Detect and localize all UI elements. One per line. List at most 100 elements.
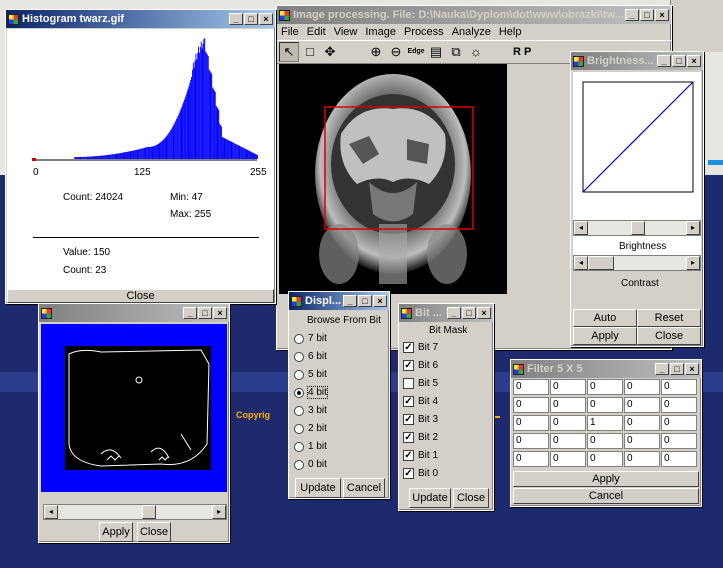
minimize-button[interactable]: _ bbox=[625, 9, 639, 21]
filter-cell[interactable]: 1 bbox=[587, 415, 623, 431]
menu-help[interactable]: Help bbox=[498, 26, 522, 38]
checkbox-bit-5[interactable]: Bit 5 bbox=[403, 378, 438, 389]
radio-5-bit[interactable]: 5 bit bbox=[294, 369, 327, 380]
filter-cell[interactable]: 0 bbox=[550, 415, 586, 431]
radio-0-bit[interactable]: 0 bit bbox=[294, 459, 327, 470]
maximize-button[interactable]: □ bbox=[358, 295, 372, 307]
main-titlebar[interactable]: Image processing. File: D:\Nauka\Dyplom\… bbox=[277, 6, 671, 24]
apply-button[interactable]: Apply bbox=[573, 327, 637, 345]
minimize-button[interactable]: _ bbox=[229, 13, 243, 25]
slider-left-arrow[interactable]: ◂ bbox=[574, 221, 588, 235]
move-icon[interactable]: ✥ bbox=[324, 44, 336, 59]
menu-analyze[interactable]: Analyze bbox=[451, 26, 491, 38]
filter-cell[interactable]: 0 bbox=[550, 397, 586, 413]
radio-button[interactable] bbox=[294, 351, 304, 362]
filter-cell[interactable]: 0 bbox=[587, 451, 623, 467]
filter-cell[interactable]: 0 bbox=[624, 397, 660, 413]
scroll-right-arrow[interactable]: ▸ bbox=[212, 505, 226, 519]
scroll-left-arrow[interactable]: ◂ bbox=[44, 505, 58, 519]
close-button[interactable]: × bbox=[477, 307, 491, 319]
checkbox-bit-1[interactable]: ✓ Bit 1 bbox=[403, 450, 439, 461]
filter-cell[interactable]: 0 bbox=[513, 451, 549, 467]
display-bits-titlebar[interactable]: Displ... _ □ × bbox=[289, 292, 389, 310]
close-button[interactable]: × bbox=[213, 307, 227, 319]
filter-cell[interactable]: 0 bbox=[587, 379, 623, 395]
contrast-slider[interactable]: ◂ ▸ bbox=[573, 255, 701, 271]
bit-mask-titlebar[interactable]: Bit ... _ □ × bbox=[399, 304, 493, 322]
minimize-button[interactable]: _ bbox=[183, 307, 197, 319]
filter-cell[interactable]: 0 bbox=[661, 397, 697, 413]
filter-cell[interactable]: 0 bbox=[661, 415, 697, 431]
radio-button-selected[interactable] bbox=[294, 387, 304, 398]
scroll-thumb[interactable] bbox=[142, 505, 156, 519]
menu-edit[interactable]: Edit bbox=[306, 26, 326, 38]
checkbox-bit-4[interactable]: ✓ Bit 4 bbox=[403, 396, 439, 407]
filter-cell[interactable]: 0 bbox=[624, 433, 660, 449]
update-button[interactable]: Update bbox=[409, 488, 451, 508]
brightness-titlebar[interactable]: Brightness... _ □ × bbox=[571, 52, 703, 70]
filter-cancel-button[interactable]: Cancel bbox=[513, 488, 699, 504]
checkbox-bit-7[interactable]: ✓ Bit 7 bbox=[403, 342, 439, 353]
brightness-thumb[interactable] bbox=[631, 221, 645, 235]
menu-file[interactable]: File bbox=[281, 26, 299, 38]
filter-cell[interactable]: 0 bbox=[513, 379, 549, 395]
cancel-button[interactable]: Cancel bbox=[343, 478, 385, 498]
reset-button[interactable]: Reset bbox=[637, 309, 701, 327]
radio-1-bit[interactable]: 1 bit bbox=[294, 441, 327, 452]
edge-icon[interactable]: Edge bbox=[407, 48, 425, 55]
rectangle-icon[interactable]: □ bbox=[306, 44, 314, 59]
checkbox-bit-0[interactable]: ✓ Bit 0 bbox=[403, 468, 439, 479]
maximize-button[interactable]: □ bbox=[672, 55, 686, 67]
filter-cell[interactable]: 0 bbox=[550, 433, 586, 449]
radio-button[interactable] bbox=[294, 333, 304, 344]
filter-cell[interactable]: 0 bbox=[550, 451, 586, 467]
filter-cell[interactable]: 0 bbox=[587, 397, 623, 413]
filter-cell[interactable]: 0 bbox=[624, 379, 660, 395]
maximize-button[interactable]: □ bbox=[640, 9, 654, 21]
slider-left-arrow[interactable]: ◂ bbox=[574, 256, 588, 270]
close-button[interactable]: × bbox=[259, 13, 273, 25]
scanner-icon[interactable]: ▤ bbox=[429, 44, 443, 59]
menu-image[interactable]: Image bbox=[365, 26, 396, 38]
edge-apply-button[interactable]: Apply bbox=[99, 522, 133, 542]
radio-button[interactable] bbox=[294, 459, 304, 470]
close-button[interactable]: Close bbox=[453, 488, 489, 508]
edge-titlebar[interactable]: _ □ × bbox=[39, 304, 229, 322]
filter-cell[interactable]: 0 bbox=[661, 433, 697, 449]
checkbox[interactable]: ✓ bbox=[403, 432, 414, 443]
checkbox[interactable]: ✓ bbox=[403, 396, 414, 407]
filter-apply-button[interactable]: Apply bbox=[513, 471, 699, 487]
checkbox-bit-6[interactable]: ✓ Bit 6 bbox=[403, 360, 439, 371]
radio-button[interactable] bbox=[294, 405, 304, 416]
close-button[interactable]: × bbox=[655, 9, 669, 21]
minimize-button[interactable]: _ bbox=[655, 363, 669, 375]
checkbox[interactable]: ✓ bbox=[403, 450, 414, 461]
filter-cell[interactable]: 0 bbox=[661, 451, 697, 467]
contrast-thumb[interactable] bbox=[588, 256, 614, 270]
update-button[interactable]: Update bbox=[295, 478, 341, 498]
close-button[interactable]: × bbox=[685, 363, 699, 375]
menu-process[interactable]: Process bbox=[403, 26, 444, 38]
arrow-icon[interactable]: ↖ bbox=[279, 42, 299, 62]
menu-view[interactable]: View bbox=[333, 26, 358, 38]
radio-6-bit[interactable]: 6 bit bbox=[294, 351, 327, 362]
filter-cell[interactable]: 0 bbox=[624, 451, 660, 467]
image-canvas[interactable] bbox=[279, 64, 507, 294]
radio-2-bit[interactable]: 2 bit bbox=[294, 423, 327, 434]
checkbox-bit-2[interactable]: ✓ Bit 2 bbox=[403, 432, 439, 443]
radio-3-bit[interactable]: 3 bit bbox=[294, 405, 327, 416]
sun-icon[interactable]: ☼ bbox=[470, 44, 482, 59]
zoom-out-icon[interactable]: ⊖ bbox=[390, 44, 402, 59]
radio-4-bit[interactable]: 4 bit bbox=[294, 386, 328, 399]
maximize-button[interactable]: □ bbox=[670, 363, 684, 375]
filter-cell[interactable]: 0 bbox=[624, 415, 660, 431]
filter-cell[interactable]: 0 bbox=[661, 379, 697, 395]
slider-right-arrow[interactable]: ▸ bbox=[686, 221, 700, 235]
histogram-titlebar[interactable]: Histogram twarz.gif _ □ × bbox=[6, 10, 275, 28]
radio-button[interactable] bbox=[294, 423, 304, 434]
histogram-close-button[interactable]: Close bbox=[7, 289, 274, 303]
filter-cell[interactable]: 0 bbox=[587, 433, 623, 449]
close-button[interactable]: Close bbox=[637, 327, 701, 345]
checkbox-bit-3[interactable]: ✓ Bit 3 bbox=[403, 414, 439, 425]
filter-cell[interactable]: 0 bbox=[513, 397, 549, 413]
